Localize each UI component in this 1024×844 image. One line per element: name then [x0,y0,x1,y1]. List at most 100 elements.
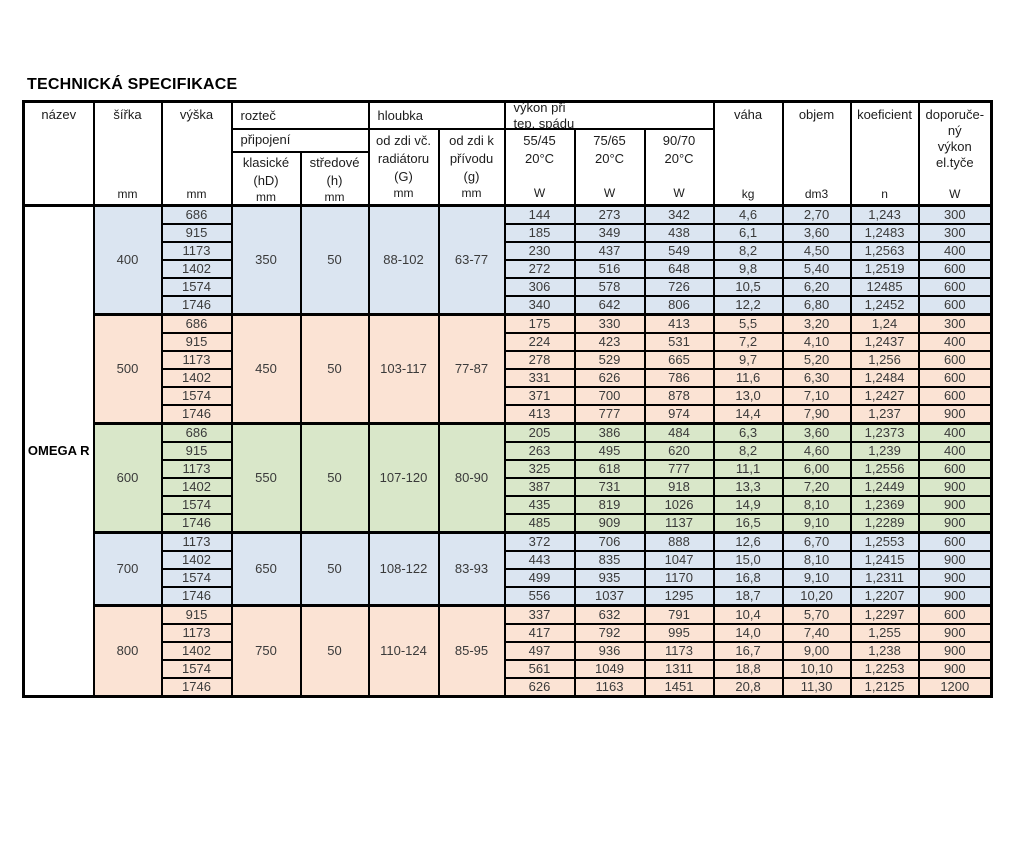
power90-cell: 786 [643,368,715,388]
power75-cell: 273 [573,204,646,225]
power75-cell: 835 [573,550,646,570]
power55-cell: 443 [503,550,576,570]
height-cell: 1402 [160,550,233,570]
power55-cell: 485 [503,513,576,534]
pitch-central-cell: 50 [299,204,370,316]
unit-w: W [533,186,546,200]
recommended-power-cell: 1200 [917,677,993,698]
unit-dm3: dm3 [804,187,829,201]
pitch-classic-cell: 350 [230,204,302,316]
power55-cell: 499 [503,568,576,588]
power90-cell: 806 [643,295,715,316]
table-row: 1574 306 578 726 10,5 6,20 12485 600 [24,277,993,297]
unit-mm: mm [461,186,482,200]
recommended-power-cell: 300 [917,223,993,243]
header-objem: objem dm3 [781,100,852,207]
height-cell: 1402 [160,641,233,661]
power90-cell: 1173 [643,641,715,661]
weight-cell: 13,0 [712,386,784,406]
header-power55-label: 55/45 [523,133,556,148]
power90-cell: 878 [643,386,715,406]
power90-cell: 995 [643,623,715,643]
power75-cell: 437 [573,241,646,261]
header-power75-label: 75/65 [593,133,626,148]
coefficient-cell: 1,2125 [849,677,920,698]
product-name-cell: OMEGA R [22,204,95,698]
height-cell: 1746 [160,677,233,698]
weight-cell: 7,2 [712,332,784,352]
height-cell: 915 [160,332,233,352]
weight-cell: 9,7 [712,350,784,370]
spec-table: název šířka mm výška mm rozteč hloubka výk… [22,100,994,698]
weight-cell: 8,2 [712,241,784,261]
weight-cell: 6,1 [712,223,784,243]
header-pripojeni-label: připojení [240,132,291,147]
header-power75: 75/65 20°C W [573,128,646,207]
coefficient-cell: 1,237 [849,404,920,425]
header-depth-g: od zdi vč. radiátoru (G) mm [367,128,440,207]
recommended-power-cell: 900 [917,623,993,643]
header-koeficient: koeficient n [849,100,920,207]
width-cell: 400 [92,204,163,316]
power90-cell: 726 [643,277,715,297]
weight-cell: 4,6 [712,204,784,225]
power90-cell: 648 [643,259,715,279]
header-vykon-line2: tep. spádu [513,116,575,128]
volume-cell: 10,10 [781,659,852,679]
height-cell: 915 [160,223,233,243]
header-koeficient-label: koeficient [857,107,912,122]
weight-cell: 20,8 [712,677,784,698]
header-doporuceny-line2: ný [947,123,962,138]
coefficient-cell: 1,239 [849,441,920,461]
unit-n: n [881,187,888,201]
header-vykon-line1: výkon při [513,103,566,115]
power55-cell: 306 [503,277,576,297]
header-nazev-label: název [41,107,77,122]
height-cell: 1574 [160,277,233,297]
height-cell: 1173 [160,531,233,552]
power90-cell: 777 [643,459,715,479]
table-row: 915 224 423 531 7,2 4,10 1,2437 400 [24,332,993,352]
table-row: 700 1173 650 50 108-122 83-93 372 706 888 12,6 6,7… [24,531,993,607]
height-cell: 1746 [160,586,233,607]
header-doporuceny-line4: el.tyče [936,155,974,170]
header-temp-label: 20°C [524,151,555,166]
table-row: 1574 371 700 878 13,0 7,10 1,2427 600 [24,386,993,406]
height-cell: 915 [160,441,233,461]
unit-kg: kg [741,187,755,201]
table-row: 800 915 750 50 110-124 85-95 337 632 791 10,4 5,70… [24,604,993,698]
power90-cell: 888 [643,531,715,552]
table-row: 1746 340 642 806 12,2 6,80 1,2452 600 [24,295,993,316]
volume-cell: 9,00 [781,641,852,661]
height-cell: 1173 [160,459,233,479]
weight-cell: 16,5 [712,513,784,534]
height-cell: 1402 [160,368,233,388]
power55-cell: 331 [503,368,576,388]
table-row: 1746 556 1037 1295 18,7 10,20 1,2207 900 [24,586,993,607]
recommended-power-cell: 600 [917,531,993,552]
table-row: 915 263 495 620 8,2 4,60 1,239 400 [24,441,993,461]
header-doporuceny-line1: doporuče- [925,107,985,122]
volume-cell: 3,60 [781,422,852,443]
weight-cell: 12,2 [712,295,784,316]
coefficient-cell: 1,2415 [849,550,920,570]
power55-cell: 413 [503,404,576,425]
power90-cell: 1026 [643,495,715,515]
depth-g2-cell: 83-93 [437,531,506,607]
weight-cell: 12,6 [712,531,784,552]
power75-cell: 731 [573,477,646,497]
header-klasicke-label: klasické [242,155,290,170]
power90-cell: 413 [643,313,715,334]
header-stredove-sub: (h) [326,173,343,188]
power75-cell: 700 [573,386,646,406]
coefficient-cell: 1,2452 [849,295,920,316]
header-power90-label: 90/70 [662,133,696,148]
volume-cell: 6,80 [781,295,852,316]
power90-cell: 438 [643,223,715,243]
recommended-power-cell: 300 [917,313,993,334]
recommended-power-cell: 600 [917,386,993,406]
table-row: 600 686 550 50 107-120 80-90 205 386 484 6,3 3,60 1… [24,422,993,534]
recommended-power-cell: 600 [917,368,993,388]
table-row: 1574 499 935 1170 16,8 9,10 1,2311 900 [24,568,993,588]
table-row: 1173 230 437 549 8,2 4,50 1,2563 400 [24,241,993,261]
